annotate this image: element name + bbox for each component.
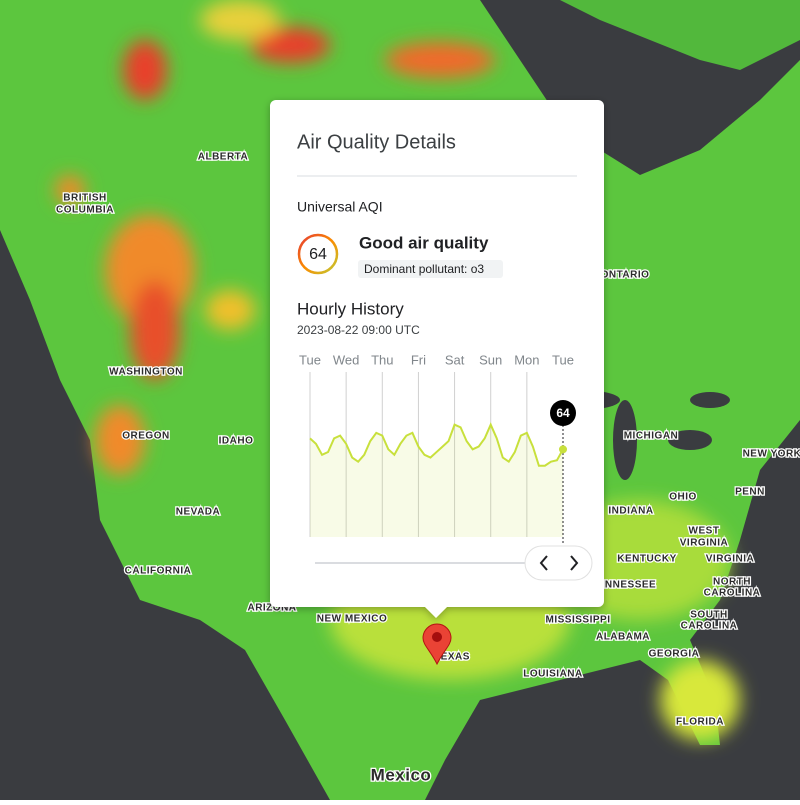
map-label: NORTH xyxy=(713,577,751,588)
map-label: NEVADA xyxy=(176,507,220,518)
dominant-pollutant: Dominant pollutant: o3 xyxy=(364,262,484,276)
pollution-overlay xyxy=(55,0,740,740)
map-label: ALBERTA xyxy=(198,152,249,163)
map-label: BRITISH xyxy=(63,193,107,204)
map-label: IDAHO xyxy=(219,436,254,447)
map-label: MICHIGAN xyxy=(624,431,679,442)
line xyxy=(309,422,564,467)
map-label: MISSISSIPPI xyxy=(546,615,611,626)
map-label: ALABAMA xyxy=(596,632,650,643)
index-name: Universal AQI xyxy=(297,199,383,215)
aqi-gauge xyxy=(297,233,339,275)
x-tick-label: Tue xyxy=(299,352,321,367)
nav-buttons xyxy=(524,545,593,581)
location-marker[interactable] xyxy=(422,623,452,666)
map-label: FLORIDA xyxy=(676,717,724,728)
map-label: WEST xyxy=(689,526,720,537)
next-button[interactable] xyxy=(570,555,579,571)
map-label: CAROLINA xyxy=(681,621,738,632)
pollutant-chip xyxy=(358,260,503,278)
map-label: VIRGINIA xyxy=(680,538,728,549)
x-tick-label: Sun xyxy=(479,352,502,367)
popup-shape xyxy=(270,100,604,618)
map-label: INDIANA xyxy=(608,506,653,517)
map-label: ONTARIO xyxy=(601,270,650,281)
map-label: OHIO xyxy=(669,492,697,503)
area xyxy=(310,424,563,537)
x-tick-label: Thu xyxy=(371,352,393,367)
badge xyxy=(550,400,576,426)
x-tick-label: Fri xyxy=(411,352,426,367)
land-east xyxy=(560,0,800,70)
map-label: PENN xyxy=(735,487,765,498)
x-tick-label: Mon xyxy=(514,352,539,367)
map-label: NEW MEXICO xyxy=(317,614,388,625)
map-label: ENNESSEE xyxy=(598,580,656,591)
map-label: KENTUCKY xyxy=(617,554,677,565)
point xyxy=(559,445,567,454)
aqi-value: 64 xyxy=(309,246,327,263)
map-label: Mexico xyxy=(371,765,432,784)
aqi-category: Good air quality xyxy=(359,233,489,252)
history-chart: Tue Wed Thu Fri Sat Sun Mon Tue 64 xyxy=(299,352,576,545)
map-label: CALIFORNIA xyxy=(125,566,192,577)
timestamp: 2023-08-22 09:00 UTC xyxy=(297,323,420,337)
history-title: Hourly History xyxy=(297,299,404,318)
map-label: OREGON xyxy=(122,431,169,442)
x-tick-label: Sat xyxy=(445,352,465,367)
map-label: LOUISIANA xyxy=(523,669,583,680)
value-label: 64 xyxy=(556,406,570,420)
map-label: SOUTH xyxy=(690,610,728,621)
map-label: COLUMBIA xyxy=(56,205,114,216)
x-tick-label: Wed xyxy=(333,352,360,367)
prev-button[interactable] xyxy=(539,555,548,571)
map-label: VIRGINIA xyxy=(706,554,754,565)
popup-title: Air Quality Details xyxy=(297,131,456,153)
x-tick-label: Tue xyxy=(552,352,574,367)
map-label: GEORGIA xyxy=(649,649,700,660)
map-label: NEW YORK xyxy=(743,449,800,460)
map-label: CAROLINA xyxy=(704,588,761,599)
map-label: WASHINGTON xyxy=(109,367,183,378)
